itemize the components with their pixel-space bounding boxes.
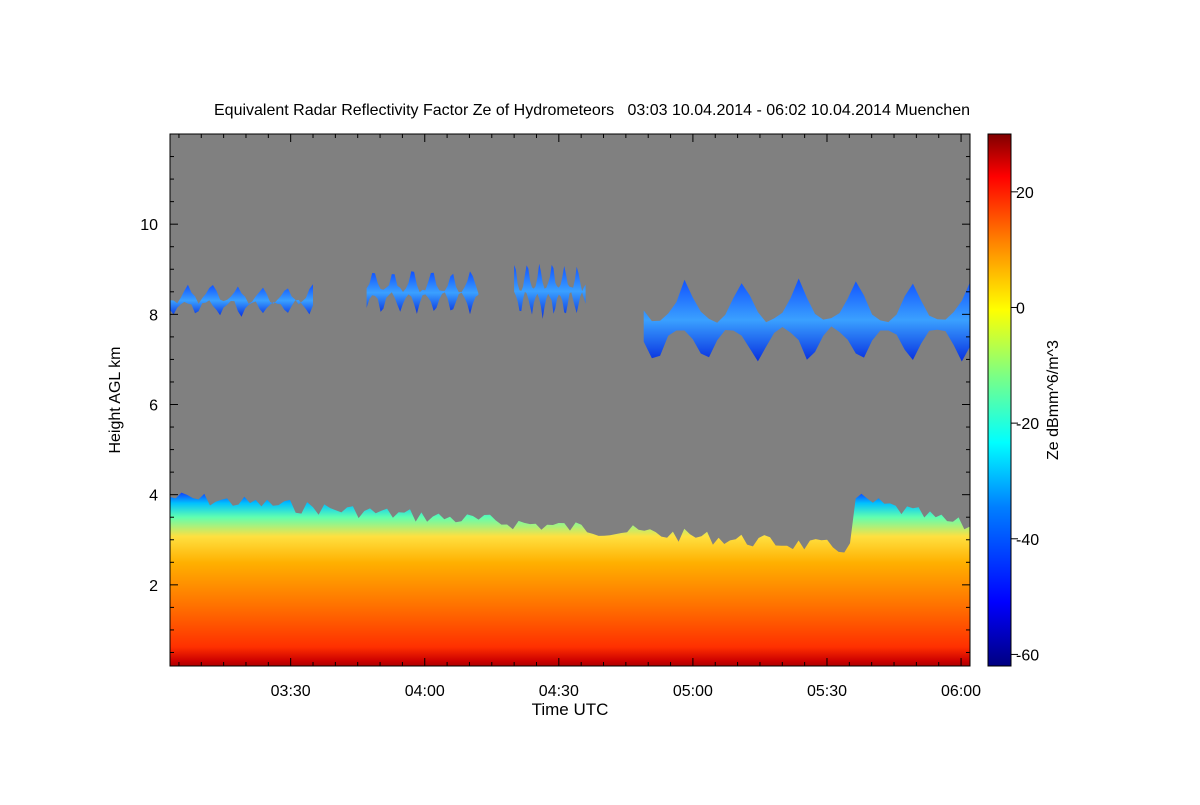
y-tick-label: 2 (149, 578, 158, 595)
y-tick-label: 6 (149, 398, 158, 415)
x-tick-label: 03:30 (271, 683, 311, 700)
colorbar-tick-label: -60 (1016, 647, 1039, 664)
x-axis-label: Time UTC (532, 700, 609, 719)
plot-area: 2 4 6 8 10 03:30 04:00 04:30 05:00 05:30 06:00 (140, 133, 981, 700)
y-axis-ticks: 2 4 6 8 10 (140, 156, 970, 653)
colorbar-tick-label: 20 (1016, 185, 1034, 202)
colorbar-tick-label: -20 (1016, 416, 1039, 433)
upper-cloud-c (514, 263, 586, 319)
x-tick-label: 04:30 (539, 683, 579, 700)
x-tick-label: 06:00 (941, 683, 981, 700)
x-axis-ticks: 03:30 04:00 04:30 05:00 05:30 06:00 (178, 134, 981, 700)
x-tick-label: 05:00 (673, 683, 713, 700)
y-tick-label: 8 (149, 307, 158, 324)
echo-regions (170, 263, 970, 666)
colorbar-tick-label: 0 (1016, 300, 1025, 317)
colorbar: 20 0 -20 -40 -60 Ze dBmm^6/m^3 (987, 133, 1062, 667)
x-tick-label: 04:00 (405, 683, 445, 700)
chart-title: Equivalent Radar Reflectivity Factor Ze … (214, 102, 970, 119)
upper-cloud-b (366, 271, 479, 315)
colorbar-tick-label: -40 (1016, 532, 1039, 549)
upper-cloud-d (643, 278, 970, 362)
lower-precipitation-layer (170, 492, 970, 666)
x-tick-label: 05:30 (807, 683, 847, 700)
plot-frame (169, 133, 971, 667)
colorbar-gradient (987, 133, 1012, 667)
colorbar-ticks: 20 0 -20 -40 -60 (1011, 185, 1039, 664)
upper-cloud-a (170, 284, 313, 317)
colorbar-label: Ze dBmm^6/m^3 (1045, 340, 1062, 460)
y-axis-label: Height AGL km (107, 346, 124, 453)
y-tick-label: 4 (149, 488, 158, 505)
y-tick-label: 10 (140, 217, 158, 234)
